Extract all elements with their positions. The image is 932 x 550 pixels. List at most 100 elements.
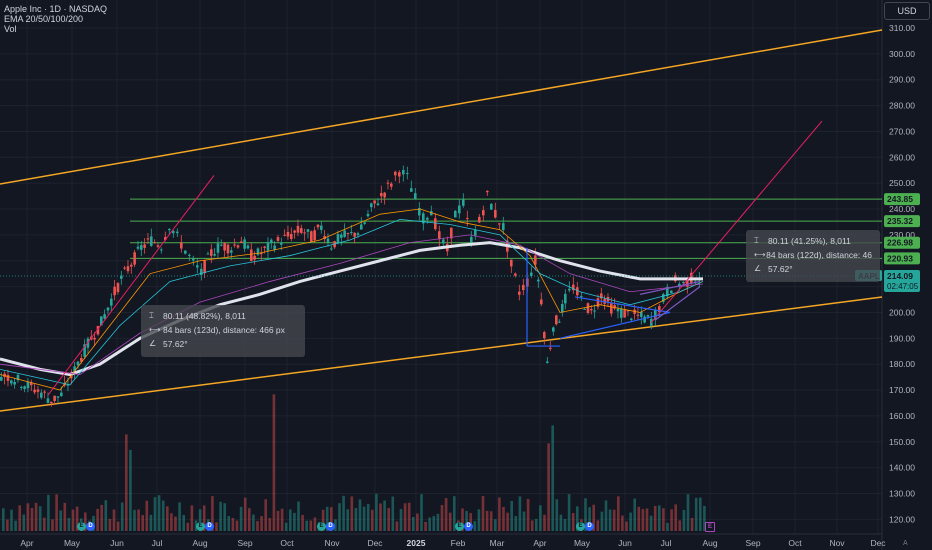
volume-bar bbox=[346, 509, 349, 531]
volume-bar bbox=[248, 508, 251, 531]
measure-box-right[interactable]: ⌶ 80.11 (41.25%), 8,011 ⟷ 84 bars (122d), … bbox=[746, 230, 880, 282]
level-tag-bg bbox=[884, 236, 920, 249]
volume-bar bbox=[629, 512, 632, 531]
volume-bar bbox=[100, 504, 103, 531]
dividend-marker[interactable]: D bbox=[326, 522, 335, 531]
dividend-marker[interactable]: D bbox=[464, 522, 473, 531]
price-tick-label: 130.00 bbox=[889, 488, 915, 498]
trend-line-left[interactable] bbox=[47, 175, 215, 396]
candle-body bbox=[414, 193, 417, 200]
ema-50-line[interactable] bbox=[0, 218, 704, 386]
volume-bar bbox=[645, 508, 649, 531]
volume-bar bbox=[116, 521, 120, 531]
volume-bar bbox=[71, 509, 75, 531]
price-tick-label: 300.00 bbox=[889, 49, 915, 59]
candle-body bbox=[240, 241, 243, 244]
candle-body bbox=[376, 203, 380, 206]
volume-bar bbox=[313, 517, 317, 531]
dividend-marker[interactable]: D bbox=[205, 522, 214, 531]
candle-body bbox=[273, 245, 276, 250]
currency-button[interactable]: USD bbox=[884, 2, 930, 20]
wedge-upper-line[interactable] bbox=[639, 280, 701, 295]
earnings-marker[interactable]: E bbox=[77, 522, 86, 531]
price-tick-label: 280.00 bbox=[889, 101, 915, 111]
candle-body bbox=[172, 230, 175, 234]
time-tick-label: Jul bbox=[152, 538, 163, 548]
candle-body bbox=[623, 310, 626, 318]
triangle-lower-line[interactable] bbox=[559, 311, 671, 339]
channel-lower-line[interactable] bbox=[0, 296, 883, 412]
volume-bar bbox=[403, 503, 407, 531]
candle-body bbox=[610, 303, 613, 314]
dividend-marker[interactable]: D bbox=[86, 522, 95, 531]
legend-volume[interactable]: Vol bbox=[4, 24, 17, 34]
volume-bar bbox=[407, 502, 411, 531]
candle-body bbox=[462, 198, 465, 206]
candle-body bbox=[561, 303, 564, 313]
price-tick-label: 170.00 bbox=[889, 385, 915, 395]
candle-body bbox=[590, 308, 593, 311]
price-tick-label: 260.00 bbox=[889, 152, 915, 162]
volume-bar bbox=[112, 509, 116, 531]
volume-bar bbox=[670, 509, 673, 531]
volume-bar bbox=[649, 515, 653, 531]
time-tick-label: Jul bbox=[661, 538, 672, 548]
candle-body bbox=[293, 230, 296, 233]
wedge-lower-line[interactable] bbox=[654, 286, 701, 321]
volume-bar bbox=[612, 509, 616, 531]
upcoming-earnings-marker[interactable]: E bbox=[705, 522, 715, 532]
volume-bar bbox=[252, 514, 255, 531]
volume-bar bbox=[694, 497, 698, 531]
volume-bar bbox=[465, 510, 468, 531]
candle-body bbox=[336, 234, 340, 244]
candle-body bbox=[398, 172, 401, 177]
price-tick-label: 190.00 bbox=[889, 333, 915, 343]
volume-bar bbox=[260, 516, 263, 531]
candle-body bbox=[103, 314, 106, 319]
candle-body bbox=[572, 284, 575, 291]
volume-bar bbox=[535, 518, 538, 531]
volume-bar bbox=[383, 500, 386, 531]
volume-bar bbox=[391, 496, 395, 531]
volume-bar bbox=[137, 509, 140, 531]
time-tick-label: Jun bbox=[618, 538, 632, 548]
candle-body bbox=[626, 310, 630, 312]
volume-bar bbox=[354, 508, 358, 531]
volume-bar bbox=[604, 500, 608, 531]
trend-line-right[interactable] bbox=[650, 120, 823, 324]
candle-body bbox=[168, 228, 171, 231]
volume-bar bbox=[34, 502, 38, 531]
legend-ema[interactable]: EMA 20/50/100/200 bbox=[4, 14, 84, 24]
channel-upper-line[interactable] bbox=[0, 29, 883, 185]
earnings-marker[interactable]: E bbox=[196, 522, 205, 531]
earnings-marker[interactable]: E bbox=[576, 522, 585, 531]
measure-box-left[interactable]: ⌶ 80.11 (48.82%), 8,011 ⟷ 84 bars (123d), … bbox=[141, 305, 305, 357]
ema-20-line[interactable] bbox=[0, 208, 704, 391]
candle-body bbox=[630, 318, 633, 321]
triangle-upper-line[interactable] bbox=[574, 296, 671, 314]
volume-bar bbox=[559, 514, 563, 531]
candle-body bbox=[390, 183, 393, 187]
candle-body bbox=[422, 213, 425, 224]
candle-body bbox=[438, 231, 441, 240]
volume-bar bbox=[473, 521, 477, 531]
candle-body bbox=[93, 337, 96, 340]
candle-body bbox=[356, 233, 360, 236]
legend-symbol[interactable]: Apple Inc · 1D · NASDAQ bbox=[4, 4, 108, 14]
ema-200-line[interactable] bbox=[0, 241, 703, 377]
volume-bar bbox=[366, 503, 370, 531]
candle-body bbox=[470, 236, 473, 246]
candle-body bbox=[450, 227, 453, 239]
candle-body bbox=[96, 325, 100, 335]
earnings-marker[interactable]: E bbox=[455, 522, 464, 531]
candle-body bbox=[613, 305, 616, 309]
candle-body bbox=[230, 250, 233, 253]
candle-body bbox=[474, 229, 477, 236]
volume-bar bbox=[227, 516, 231, 531]
earnings-marker[interactable]: E bbox=[317, 522, 326, 531]
dividend-marker[interactable]: D bbox=[585, 522, 594, 531]
time-tick-label: Nov bbox=[324, 538, 340, 548]
ema-100-line[interactable] bbox=[0, 234, 704, 375]
candle-body bbox=[283, 234, 286, 236]
volume-bar bbox=[461, 508, 464, 531]
